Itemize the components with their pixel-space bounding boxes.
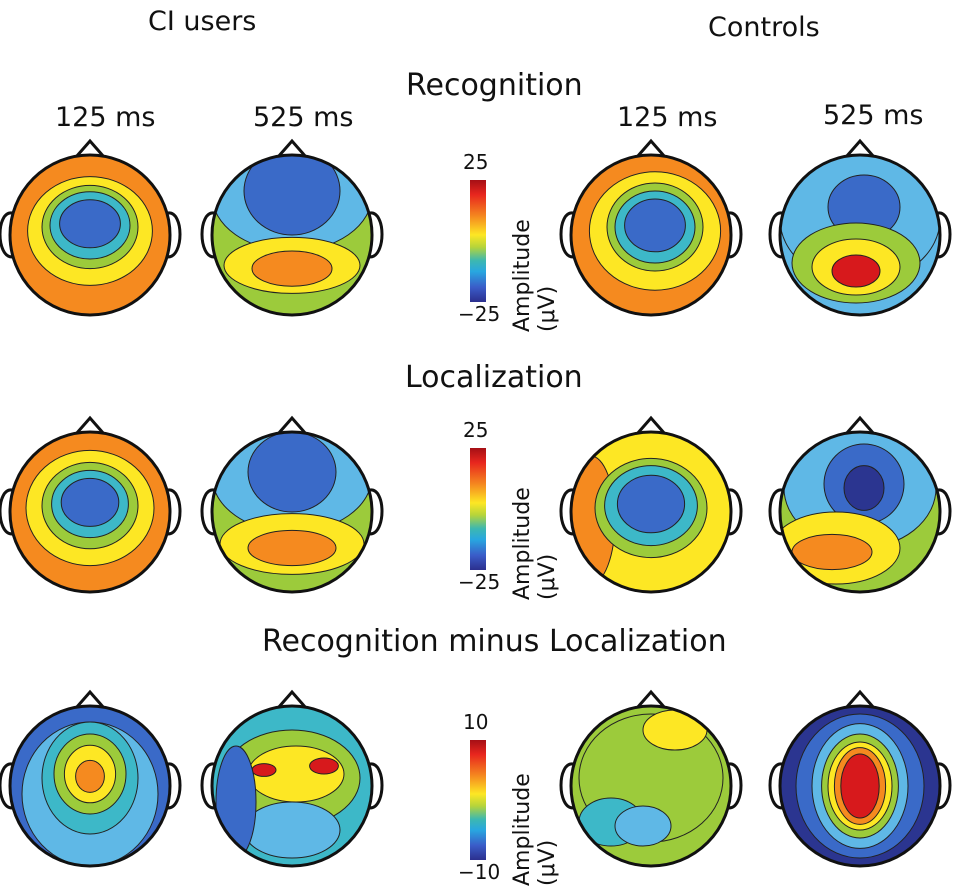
left-ear-shape [768,488,783,536]
colorbar-max-label: 10 [463,710,489,734]
contour-region [243,155,341,236]
nose-shape [635,689,667,709]
head-outline [210,430,374,594]
right-ear-shape [937,488,952,536]
contour-region [614,805,672,847]
contour-region [75,759,105,793]
nose-shape [276,689,308,709]
contour-region [624,198,686,253]
time-label-ctrl-525: 525 ms [823,100,924,131]
scalp-map [0,415,182,594]
nose-shape [844,138,876,158]
colorbar-min-label: −25 [458,302,501,326]
right-ear-shape [167,488,182,536]
right-ear-shape [937,762,952,810]
scalp-map [200,138,384,317]
contour-region [309,757,339,775]
colorbar-min-label: −25 [458,570,501,594]
colorbar-gradient [470,448,486,570]
contour-region [247,529,337,567]
right-ear-shape [167,762,182,810]
contour-region [642,709,708,751]
left-ear-shape [559,488,574,536]
contour-region [831,254,881,288]
scalp-map [559,415,743,594]
contour-region [247,432,337,513]
nose-shape [276,415,308,435]
contour-region [616,474,686,534]
scalp-map [559,138,743,317]
right-ear-shape [369,488,384,536]
left-ear-shape [200,488,215,536]
head-outline [210,704,374,868]
section-title-recognition: Recognition [406,68,583,103]
right-ear-shape [728,211,743,259]
time-label-ci-125: 125 ms [55,102,156,133]
right-ear-shape [728,762,743,810]
left-ear-shape [200,762,215,810]
right-ear-shape [369,211,384,259]
colorbar-max-label: 25 [463,418,489,442]
contour-region [243,801,341,859]
colorbar-min-label: −10 [458,860,501,884]
head-outline [569,704,733,868]
section-title-localization: Localization [405,360,583,395]
head-outline [569,153,733,317]
group-label-ci-users: CI users [148,6,257,37]
scalp-map [200,415,384,594]
time-label-ci-525: 525 ms [253,102,354,133]
scalp-map [768,138,952,317]
head-outline [569,430,733,594]
left-ear-shape [0,488,13,536]
contour-region [843,465,885,511]
contour-region [840,753,880,819]
colorbar-max-label: 25 [463,150,489,174]
nose-shape [635,415,667,435]
nose-shape [635,138,667,158]
group-label-controls: Controls [708,12,820,43]
scalp-map [0,689,182,868]
scalp-map [768,415,952,594]
section-title-difference: Recognition minus Localization [262,624,727,659]
head-outline [778,704,942,868]
time-label-ctrl-125: 125 ms [617,102,718,133]
right-ear-shape [937,211,952,259]
left-ear-shape [200,211,215,259]
contour-region [59,199,121,249]
contour-region [60,477,120,527]
right-ear-shape [167,211,182,259]
left-ear-shape [768,211,783,259]
head-outline [8,704,172,868]
right-ear-shape [369,762,384,810]
scalp-map [200,689,384,868]
head-outline [778,153,942,317]
left-ear-shape [559,762,574,810]
colorbar-gradient [470,740,486,860]
left-ear-shape [768,762,783,810]
nose-shape [276,138,308,158]
right-ear-shape [728,488,743,536]
nose-shape [844,689,876,709]
nose-shape [74,689,106,709]
head-outline [778,430,942,594]
scalp-map [768,689,952,868]
nose-shape [74,138,106,158]
scalp-map [0,138,182,317]
left-ear-shape [0,762,13,810]
contour-region [251,763,277,777]
nose-shape [844,415,876,435]
colorbar-gradient [470,180,486,302]
head-outline [210,153,374,317]
scalp-map [559,689,743,868]
contour-region [791,533,873,571]
head-outline [8,153,172,317]
nose-shape [74,415,106,435]
left-ear-shape [559,211,574,259]
left-ear-shape [0,211,13,259]
head-outline [8,430,172,594]
contour-region [251,250,333,287]
